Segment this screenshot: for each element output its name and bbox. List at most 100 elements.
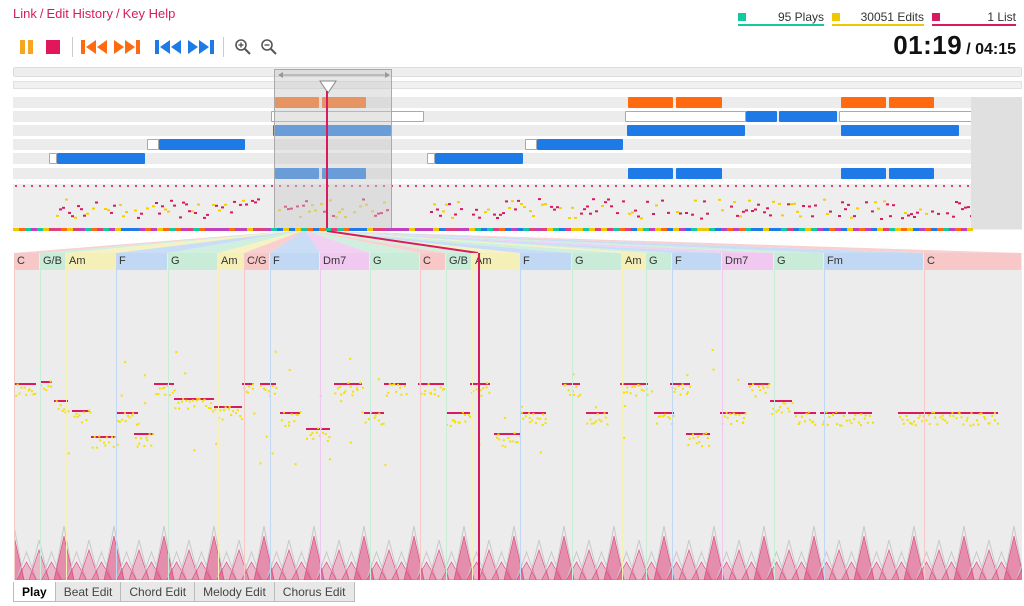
melody-note[interactable] (686, 433, 710, 435)
melody-note[interactable] (748, 383, 770, 385)
chorus-segment[interactable] (889, 97, 934, 108)
melody-note[interactable] (116, 412, 138, 414)
melody-note[interactable] (242, 383, 254, 385)
beat-marker[interactable] (14, 535, 25, 580)
melody-note[interactable] (54, 400, 68, 402)
chorus-next-button[interactable] (111, 37, 143, 57)
chord-label[interactable]: Am (66, 253, 115, 270)
plays-stat[interactable]: 95 Plays (738, 10, 824, 26)
tab-beat-edit[interactable]: Beat Edit (54, 582, 122, 602)
chord-label[interactable]: Fm (824, 253, 923, 270)
section-segment[interactable] (625, 111, 746, 122)
section-segment[interactable] (746, 111, 777, 122)
melody-note[interactable] (620, 383, 648, 385)
beat-marker[interactable] (703, 535, 725, 580)
overview-scrollbar[interactable] (13, 67, 1022, 77)
playhead[interactable] (478, 253, 480, 580)
chorus-segment[interactable] (322, 97, 366, 108)
melody-note[interactable] (154, 383, 174, 385)
melody-note[interactable] (280, 412, 300, 414)
song-overview[interactable] (13, 67, 1022, 231)
chorus-segment[interactable] (676, 97, 722, 108)
section-segment[interactable] (271, 111, 424, 122)
melody-note[interactable] (562, 383, 580, 385)
section-segment[interactable] (537, 139, 623, 150)
section-next-button[interactable] (185, 37, 217, 57)
section-segment[interactable] (435, 153, 523, 164)
section-segment[interactable] (525, 139, 537, 150)
melody-note[interactable] (14, 383, 36, 385)
chord-label[interactable]: G (572, 253, 621, 270)
melody-note[interactable] (446, 412, 470, 414)
melody-note[interactable] (91, 436, 117, 438)
chord-label[interactable]: C (420, 253, 445, 270)
section-segment[interactable] (322, 168, 366, 179)
section-segment[interactable] (147, 139, 159, 150)
overview-viewport[interactable] (274, 69, 392, 229)
section-segment[interactable] (427, 153, 435, 164)
chorus-segment[interactable] (628, 97, 673, 108)
tab-chorus-edit[interactable]: Chorus Edit (273, 582, 355, 602)
melody-note[interactable] (770, 400, 792, 402)
section-segment[interactable] (841, 125, 959, 136)
melody-note[interactable] (820, 412, 846, 414)
section-segment[interactable] (841, 168, 886, 179)
section-prev-button[interactable] (153, 37, 185, 57)
chord-label[interactable]: C (14, 253, 39, 270)
chord-label[interactable]: G/B (40, 253, 65, 270)
chord-label[interactable]: Am (622, 253, 645, 270)
overview-playhead-handle-icon[interactable] (318, 79, 338, 99)
tab-chord-edit[interactable]: Chord Edit (120, 582, 196, 602)
music-editor[interactable]: C G/B Am F G Am C/G F Dm7 G C G/B Am F G Am G F Dm7 G Fm C (14, 253, 1022, 580)
section-segment[interactable] (159, 139, 245, 150)
chord-label[interactable]: C/G (244, 253, 269, 270)
section-segment[interactable] (839, 111, 992, 122)
chord-label[interactable]: G (774, 253, 823, 270)
melody-note[interactable] (898, 412, 998, 414)
beat-marker[interactable] (853, 535, 875, 580)
section-segment[interactable] (889, 168, 934, 179)
zoom-out-button[interactable] (256, 37, 282, 57)
beat-marker[interactable] (453, 535, 475, 580)
beat-marker[interactable] (903, 535, 925, 580)
chord-label[interactable]: F (116, 253, 167, 270)
section-segment[interactable] (627, 125, 745, 136)
melody-note[interactable] (494, 433, 520, 435)
melody-note[interactable] (418, 383, 444, 385)
section-segment[interactable] (779, 111, 837, 122)
chord-label[interactable]: F (672, 253, 721, 270)
beat-marker[interactable] (403, 535, 425, 580)
melody-note[interactable] (260, 383, 276, 385)
beat-marker[interactable] (803, 535, 825, 580)
section-segment[interactable] (275, 168, 319, 179)
melody-note[interactable] (40, 381, 52, 383)
beat-marker[interactable] (303, 535, 325, 580)
chord-label[interactable]: G/B (446, 253, 471, 270)
beat-marker[interactable] (653, 535, 675, 580)
melody-note[interactable] (364, 412, 384, 414)
beat-marker[interactable] (253, 535, 275, 580)
beat-marker[interactable] (603, 535, 625, 580)
chord-label[interactable]: Dm7 (722, 253, 773, 270)
chord-label[interactable]: G (646, 253, 671, 270)
edit-history-link[interactable]: Edit History (46, 6, 113, 21)
playhead-handle-icon[interactable] (470, 253, 490, 255)
pause-button[interactable] (14, 37, 40, 57)
melody-note[interactable] (794, 412, 816, 414)
chord-label[interactable]: Dm7 (320, 253, 369, 270)
beat-marker[interactable] (1016, 562, 1023, 580)
melody-note[interactable] (470, 383, 490, 385)
chord-label[interactable]: F (520, 253, 571, 270)
link-link[interactable]: Link (13, 6, 37, 21)
beat-marker[interactable] (753, 535, 775, 580)
melody-note[interactable] (174, 398, 214, 400)
beat-marker[interactable] (203, 535, 225, 580)
beat-marker[interactable] (353, 535, 375, 580)
list-stat[interactable]: 1 List (932, 10, 1016, 26)
beat-marker[interactable] (53, 535, 75, 580)
chord-label[interactable]: G (370, 253, 419, 270)
beat-marker[interactable] (953, 535, 975, 580)
melody-note[interactable] (654, 412, 674, 414)
melody-note[interactable] (214, 406, 242, 408)
beat-marker[interactable] (553, 535, 575, 580)
